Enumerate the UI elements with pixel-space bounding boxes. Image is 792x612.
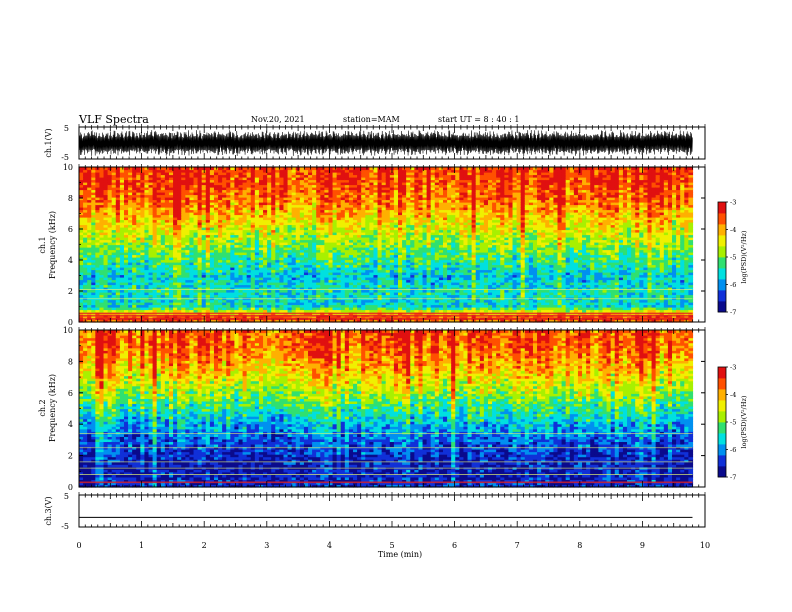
ch1-ytick-bottom: -5 [61,153,69,162]
ch1-ytick-top: 5 [64,124,69,133]
panel-ch1-waveform: 5 -5 ch.1(V) [44,124,705,162]
figure-title: VLF Spectra [78,113,149,126]
ch1-ylabel: ch.1(V) [44,128,53,157]
ch1-waveform-trace [79,130,692,156]
header-station: station=MAM [343,115,400,124]
header-start-time: start UT = 8 : 40 : 1 [438,115,519,124]
waveform-path [79,130,692,156]
header-date: Nov.20, 2021 [251,115,305,124]
ch1-spectrogram-image [79,167,693,323]
